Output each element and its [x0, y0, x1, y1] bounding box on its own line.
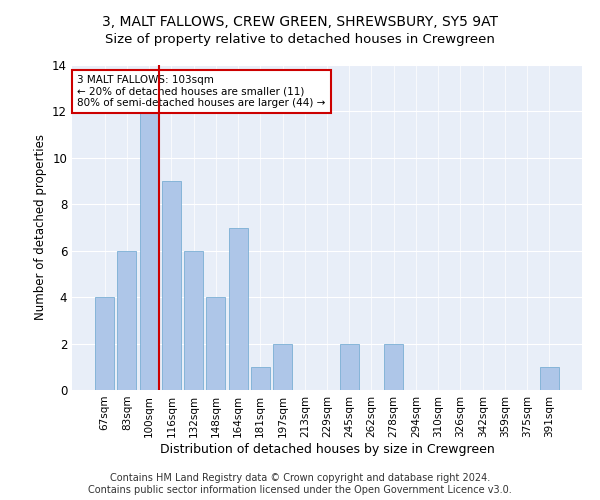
- Bar: [251, 367, 270, 390]
- Y-axis label: Number of detached properties: Number of detached properties: [34, 134, 47, 320]
- Bar: [384, 344, 403, 390]
- Bar: [140, 112, 158, 390]
- Text: 3, MALT FALLOWS, CREW GREEN, SHREWSBURY, SY5 9AT: 3, MALT FALLOWS, CREW GREEN, SHREWSBURY,…: [102, 15, 498, 29]
- Bar: [206, 297, 225, 390]
- X-axis label: Distribution of detached houses by size in Crewgreen: Distribution of detached houses by size …: [160, 442, 494, 456]
- Text: 3 MALT FALLOWS: 103sqm
← 20% of detached houses are smaller (11)
80% of semi-det: 3 MALT FALLOWS: 103sqm ← 20% of detached…: [77, 74, 325, 108]
- Bar: [273, 344, 292, 390]
- Text: Contains HM Land Registry data © Crown copyright and database right 2024.
Contai: Contains HM Land Registry data © Crown c…: [88, 474, 512, 495]
- Bar: [340, 344, 359, 390]
- Bar: [540, 367, 559, 390]
- Text: Size of property relative to detached houses in Crewgreen: Size of property relative to detached ho…: [105, 32, 495, 46]
- Bar: [118, 250, 136, 390]
- Bar: [184, 250, 203, 390]
- Bar: [229, 228, 248, 390]
- Bar: [95, 297, 114, 390]
- Bar: [162, 181, 181, 390]
